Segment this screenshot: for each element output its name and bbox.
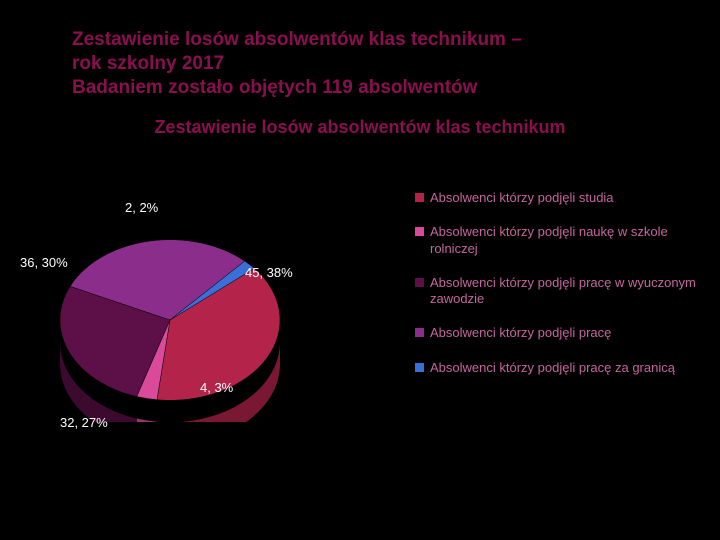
header-line-2: rok szkolny 2017 <box>72 52 648 76</box>
legend-item: Absolwenci którzy podjęli pracę <box>415 325 700 341</box>
header-line-3: Badaniem zostało objętych 119 absolwentó… <box>72 76 648 100</box>
legend-marker <box>415 278 424 287</box>
pie-data-label: 32, 27% <box>60 415 108 430</box>
pie-chart: 45, 38% 4, 3% 32, 27% 36, 30% 2, 2% <box>20 200 350 460</box>
pie-3d-top <box>60 240 280 400</box>
chart-legend: Absolwenci którzy podjęli studia Absolwen… <box>415 190 700 394</box>
legend-marker <box>415 227 424 236</box>
pie-side-wall <box>137 419 157 422</box>
legend-text: Absolwenci którzy podjęli pracę za grani… <box>430 360 700 376</box>
legend-item: Absolwenci którzy podjęli studia <box>415 190 700 206</box>
legend-item: Absolwenci którzy podjęli naukę w szkole… <box>415 224 700 257</box>
legend-text: Absolwenci którzy podjęli pracę <box>430 325 700 341</box>
legend-marker <box>415 363 424 372</box>
slide-header: Zestawienie losów absolwentów klas techn… <box>0 0 720 99</box>
pie-data-label: 36, 30% <box>20 255 68 270</box>
legend-marker <box>415 193 424 202</box>
legend-text: Absolwenci którzy podjęli studia <box>430 190 700 206</box>
pie-data-label: 45, 38% <box>245 265 293 280</box>
pie-data-label: 2, 2% <box>125 200 158 215</box>
chart-title: Zestawienie losów absolwentów klas techn… <box>0 117 720 138</box>
legend-marker <box>415 328 424 337</box>
legend-item: Absolwenci którzy podjęli pracę za grani… <box>415 360 700 376</box>
legend-text: Absolwenci którzy podjęli naukę w szkole… <box>430 224 700 257</box>
legend-item: Absolwenci którzy podjęli pracę w wyuczo… <box>415 275 700 308</box>
header-line-1: Zestawienie losów absolwentów klas techn… <box>72 28 648 52</box>
pie-data-label: 4, 3% <box>200 380 233 395</box>
legend-text: Absolwenci którzy podjęli pracę w wyuczo… <box>430 275 700 308</box>
